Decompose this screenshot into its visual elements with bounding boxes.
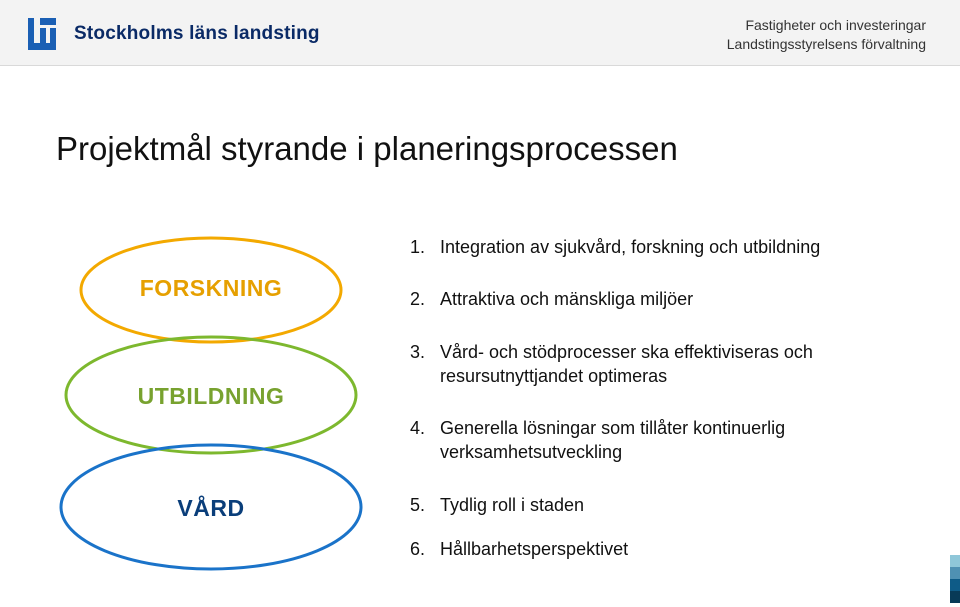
venn-diagram: FORSKNING UTBILDNING VÅRD bbox=[56, 235, 366, 575]
goal-item: Attraktiva och mänskliga miljöer bbox=[410, 287, 930, 311]
edge-accent-3 bbox=[950, 579, 960, 591]
top-meta-line1: Fastigheter och investeringar bbox=[727, 16, 926, 35]
venn-label-forskning: FORSKNING bbox=[56, 275, 366, 302]
venn-label-utbildning: UTBILDNING bbox=[56, 383, 366, 410]
page-title: Projektmål styrande i planeringsprocesse… bbox=[56, 130, 678, 168]
edge-accent-2 bbox=[950, 567, 960, 579]
goal-item: Integration av sjukvård, forskning och u… bbox=[410, 235, 930, 259]
org-name: Stockholms läns landsting bbox=[74, 23, 320, 45]
goals-list: Integration av sjukvård, forskning och u… bbox=[410, 235, 930, 581]
top-meta: Fastigheter och investeringar Landstings… bbox=[727, 16, 926, 54]
goal-item: Hållbarhetsperspektivet bbox=[410, 537, 930, 561]
top-meta-line2: Landstingsstyrelsens förvaltning bbox=[727, 35, 926, 54]
goal-item: Vård- och stödprocesser ska effektiviser… bbox=[410, 340, 930, 389]
logo-icon bbox=[22, 14, 62, 54]
goal-item: Generella lösningar som tillåter kontinu… bbox=[410, 416, 930, 465]
slide-root: Stockholms läns landsting Fastigheter oc… bbox=[0, 0, 960, 607]
goal-item: Tydlig roll i staden bbox=[410, 493, 930, 517]
venn-label-vard: VÅRD bbox=[56, 495, 366, 522]
edge-accent-1 bbox=[950, 555, 960, 567]
edge-accent-4 bbox=[950, 591, 960, 603]
org-logo: Stockholms läns landsting bbox=[22, 14, 320, 54]
